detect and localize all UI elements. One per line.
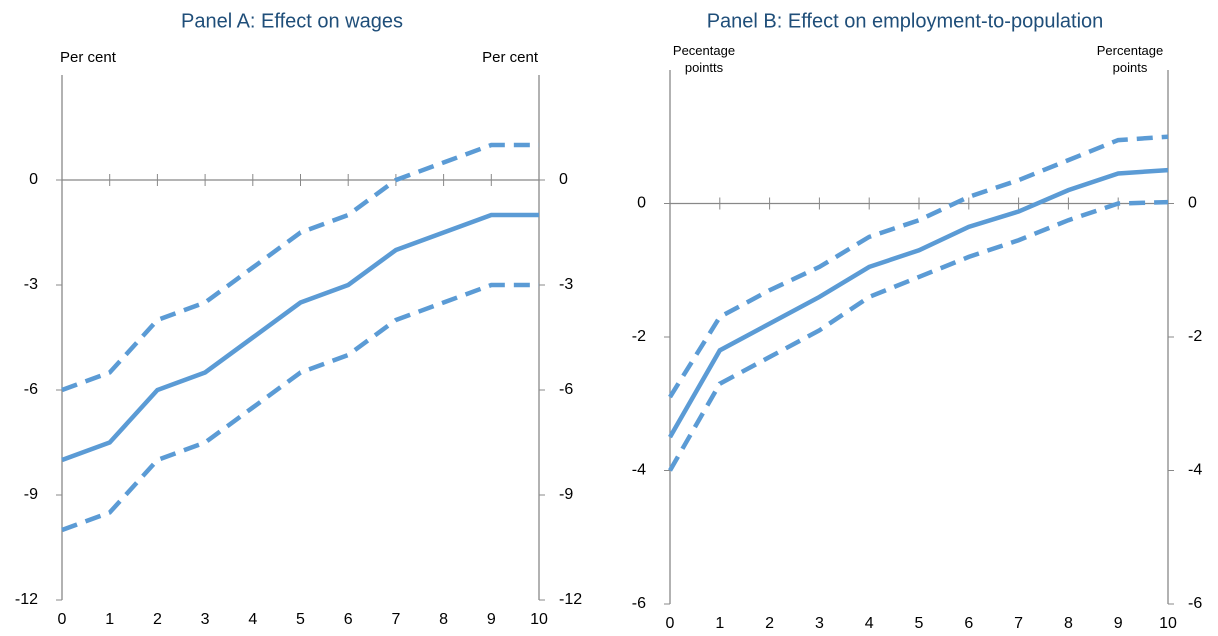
x-tick-label: 6 [964, 615, 973, 632]
x-tick-label: 8 [439, 611, 448, 628]
y2-tick-label: -2 [1188, 328, 1202, 345]
x-tick-label: 3 [201, 611, 210, 628]
chart-title: Panel A: Effect on wages [181, 10, 403, 32]
x-tick-label: 8 [1064, 615, 1073, 632]
y2-tick-label: -12 [559, 591, 582, 608]
x-tick-label: 9 [1114, 615, 1123, 632]
axis-label-line: Pecentage [673, 43, 735, 58]
axis-label-line: Percentage [1097, 43, 1164, 58]
y-tick-label: -6 [632, 595, 646, 612]
y2-tick-label: -9 [559, 486, 573, 503]
x-tick-label: 9 [487, 611, 496, 628]
x-tick-label: 4 [865, 615, 874, 632]
axis-label: Percentage points [1097, 43, 1164, 75]
x-tick-label: 6 [344, 611, 353, 628]
x-tick-label: 2 [765, 615, 774, 632]
data-line [668, 199, 1169, 472]
x-tick-label: 1 [105, 611, 114, 628]
axis-label: Per cent [482, 49, 539, 66]
y-tick-label: -6 [24, 381, 38, 398]
x-tick-label: 10 [1159, 615, 1177, 632]
axis-label: Pecentage pointts [673, 43, 735, 75]
y-tick-label: 0 [637, 195, 646, 212]
axis-label-line: pointts [685, 60, 724, 75]
y2-tick-label: 0 [559, 171, 568, 188]
x-tick-label: 10 [530, 611, 548, 628]
x-tick-label: 5 [915, 615, 924, 632]
axis-label: Per cent [60, 49, 117, 66]
y2-tick-label: -6 [559, 381, 573, 398]
y-tick-label: -9 [24, 486, 38, 503]
y-tick-label: -12 [15, 591, 38, 608]
y-tick-label: -3 [24, 276, 38, 293]
y2-tick-label: 0 [1188, 195, 1197, 212]
y2-tick-label: -4 [1188, 462, 1202, 479]
data-line [61, 282, 539, 533]
x-tick-label: 7 [391, 611, 400, 628]
axis-label-line: points [1113, 60, 1148, 75]
x-tick-label: 2 [153, 611, 162, 628]
data-line [61, 142, 539, 393]
x-tick-label: 1 [715, 615, 724, 632]
y2-tick-label: -3 [559, 276, 573, 293]
x-tick-label: 5 [296, 611, 305, 628]
chart-title: Panel B: Effect on employment-to-populat… [707, 10, 1104, 32]
y-tick-label: 0 [29, 171, 38, 188]
y2-tick-label: -6 [1188, 595, 1202, 612]
y-tick-label: -2 [632, 328, 646, 345]
data-line [668, 134, 1169, 399]
x-tick-label: 4 [248, 611, 257, 628]
data-line [668, 167, 1169, 439]
y-tick-label: -4 [632, 462, 646, 479]
x-tick-label: 0 [58, 611, 67, 628]
x-tick-label: 0 [666, 615, 675, 632]
x-tick-label: 3 [815, 615, 824, 632]
x-tick-label: 7 [1014, 615, 1023, 632]
data-line [61, 212, 539, 463]
